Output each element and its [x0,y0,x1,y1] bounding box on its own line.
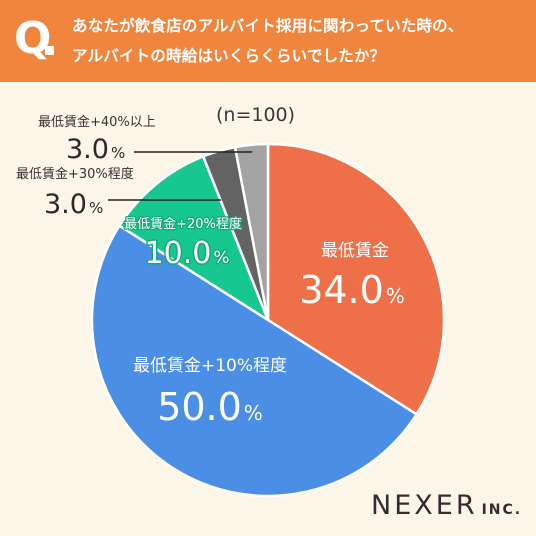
question-text-line-1: あなたが飲食店のアルバイト採用に関わっていた時の、 [72,17,464,35]
question-mark-dot [45,46,54,55]
nexer-logo: NEXER INC. [371,490,522,521]
slice-label-4: 最低賃金+30%程度 [16,166,134,182]
question-mark: Q [14,13,52,64]
brand-suffix: INC. [481,502,523,518]
sample-size-label: (n=100) [216,104,296,126]
question-header: Q あなたが飲食店のアルバイト採用に関わっていた時の、 アルバイトの時給はいくら… [0,0,536,82]
pie-slice-3 [118,155,270,322]
pie-slice-2 [90,224,418,498]
slice-value-3: 10.0% [145,236,230,271]
slice-label-2: 最低賃金+10%程度 [133,356,287,376]
slice-value-4: 3.0% [44,189,103,220]
brand-name: NEXER [371,490,478,521]
pie-slice-5 [233,142,270,322]
slice-label-5: 最低賃金+40%以上 [38,114,156,130]
question-text-line-2: アルバイトの時給はいくらくらいでしたか？ [72,47,386,65]
slice-value-2: 50.0% [157,385,263,429]
slice-value-1: 34.0% [299,268,405,312]
slice-label-1: 最低賃金 [321,241,389,261]
slice-label-3: 最低賃金+20%程度 [124,216,242,232]
slice-value-5: 3.0% [66,134,125,165]
